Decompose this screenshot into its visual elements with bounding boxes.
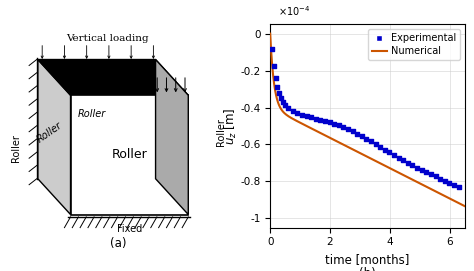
Experimental (273, 85, 281, 89)
Legend: Experimental, Numerical: Experimental, Numerical (368, 29, 460, 60)
Experimental (272, 76, 279, 80)
Experimental (279, 100, 287, 104)
Experimental (376, 145, 384, 149)
Experimental (354, 131, 361, 136)
Numerical (267, 32, 273, 35)
Experimental (400, 158, 407, 163)
Y-axis label: $u_z$ [m]: $u_z$ [m] (223, 107, 239, 145)
Experimental (413, 166, 421, 170)
Experimental (293, 111, 301, 115)
Experimental (312, 117, 319, 121)
Experimental (307, 115, 315, 120)
Experimental (395, 156, 402, 160)
Numerical (344, 145, 350, 148)
Experimental (367, 139, 375, 143)
Experimental (372, 142, 379, 146)
Experimental (270, 63, 277, 68)
Text: Roller: Roller (11, 134, 21, 162)
Line: Numerical: Numerical (270, 34, 465, 206)
Experimental (275, 91, 283, 95)
Numerical (409, 178, 414, 181)
Experimental (363, 137, 370, 141)
Numerical (390, 168, 395, 171)
Experimental (432, 174, 439, 179)
Experimental (282, 103, 289, 107)
Polygon shape (38, 60, 188, 95)
Experimental (284, 106, 292, 110)
Text: $\times 10^{-4}$: $\times 10^{-4}$ (278, 5, 310, 18)
Text: Roller: Roller (216, 118, 226, 146)
Polygon shape (38, 60, 71, 215)
Experimental (404, 161, 411, 165)
Experimental (330, 122, 338, 126)
Polygon shape (155, 60, 188, 215)
Experimental (268, 47, 275, 51)
X-axis label: time [months]: time [months] (325, 253, 410, 266)
Experimental (349, 129, 356, 134)
Experimental (450, 182, 458, 187)
Experimental (303, 114, 310, 118)
Experimental (427, 172, 435, 176)
Text: Roller: Roller (78, 109, 107, 119)
Experimental (418, 168, 426, 172)
Experimental (390, 153, 398, 157)
Text: Roller: Roller (111, 149, 147, 162)
Numerical (408, 177, 413, 180)
Experimental (422, 170, 430, 174)
Experimental (409, 163, 416, 167)
Experimental (381, 147, 389, 152)
Text: (b): (b) (359, 267, 376, 271)
Experimental (321, 119, 329, 123)
Experimental (441, 178, 448, 183)
Experimental (277, 96, 285, 100)
Experimental (386, 150, 393, 154)
Experimental (339, 125, 347, 129)
Experimental (289, 109, 297, 114)
Numerical (331, 138, 337, 141)
Text: Vertical loading: Vertical loading (66, 34, 149, 43)
Experimental (437, 176, 444, 181)
Numerical (291, 118, 296, 121)
Text: (a): (a) (110, 237, 127, 250)
Experimental (335, 123, 343, 128)
Experimental (358, 134, 365, 138)
Experimental (298, 113, 306, 117)
Polygon shape (71, 95, 188, 215)
Experimental (344, 127, 352, 131)
Experimental (455, 185, 462, 189)
Experimental (317, 118, 324, 122)
Numerical (462, 204, 467, 208)
Experimental (326, 120, 333, 124)
Experimental (446, 180, 453, 185)
Text: Roller: Roller (36, 120, 64, 144)
Text: Fixed: Fixed (117, 224, 142, 234)
